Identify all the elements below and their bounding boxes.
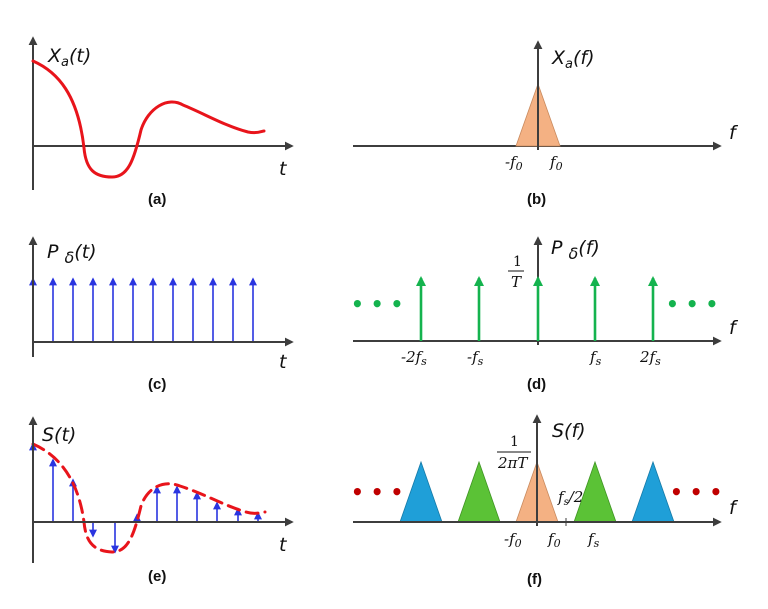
panel-f-replica-pos2 (631, 460, 675, 523)
panel-d: P δ(f) 1 T • • • • • • f -2fs -fs fs 2fs… (351, 236, 739, 393)
panel-e-caption: (e) (148, 568, 166, 585)
panel-a-signal-curve (31, 59, 266, 179)
panel-b-tick-f0: f0 (549, 153, 563, 173)
panel-b-caption: (b) (527, 191, 546, 208)
panel-f-ellipsis-left: • • • (351, 480, 403, 504)
panel-e-y-label: S(t) (42, 424, 76, 446)
panel-a-caption: (a) (148, 191, 166, 208)
panel-f-tick-f0: f0 (547, 530, 561, 550)
panel-d-tick-neg-fs: -fs (467, 348, 484, 368)
panel-c: P δ(t) t (c) (28, 236, 294, 393)
panel-e: S(t) t (e) (28, 416, 294, 585)
panel-f-tick-fs: fs (587, 530, 600, 550)
panel-a-y-label: Xa(t) (47, 45, 91, 70)
panel-f-y-label: S(f) (552, 420, 586, 442)
panel-d-tick-fs: fs (589, 348, 602, 368)
panel-f-tick-neg-f0: -f0 (504, 530, 522, 550)
panel-a: Xa(t) t (a) (28, 36, 294, 208)
panel-d-height-numerator: 1 (513, 254, 522, 270)
panel-d-tick-neg-2fs: -2fs (401, 348, 427, 368)
panel-f-replica-neg1 (457, 460, 501, 523)
panel-d-ellipsis-right: • • • (666, 292, 718, 316)
panel-f-half-fs-label: fs/2 (557, 488, 583, 508)
panel-b-y-label: Xa(f) (551, 47, 595, 72)
panel-c-impulse-train (29, 277, 257, 342)
panel-c-y-label: P δ(t) (47, 241, 97, 267)
panel-f-height-numerator: 1 (510, 434, 519, 450)
panel-b-tick-neg-f0: -f0 (505, 153, 523, 173)
panel-d-height-denominator: T (511, 273, 522, 291)
panel-d-tick-2fs: 2fs (639, 348, 661, 368)
panel-f: S(f) 1 2πT fs/2 • • • • • • f -f0 f0 fs … (351, 414, 739, 588)
panel-a-x-label: t (279, 158, 288, 180)
panel-f-x-label: f (729, 497, 739, 519)
panel-f-caption: (f) (527, 571, 542, 588)
panel-c-caption: (c) (148, 376, 166, 393)
panel-f-height-denominator: 2πT (497, 454, 528, 472)
panel-d-caption: (d) (527, 376, 546, 393)
panel-e-envelope (31, 442, 267, 554)
panel-b: Xa(f) f -f0 f0 (b) (353, 40, 739, 208)
panel-d-x-label: f (729, 317, 739, 339)
panel-e-x-label: t (279, 534, 288, 556)
panel-c-x-label: t (279, 351, 288, 373)
panel-f-ellipsis-right: • • • (670, 480, 722, 504)
panel-d-ellipsis-left: • • • (351, 292, 403, 316)
panel-f-replica-neg2 (399, 460, 443, 523)
panel-d-y-label: P δ(f) (551, 237, 600, 263)
panel-d-impulses (416, 276, 658, 341)
panel-b-x-label: f (729, 122, 739, 144)
